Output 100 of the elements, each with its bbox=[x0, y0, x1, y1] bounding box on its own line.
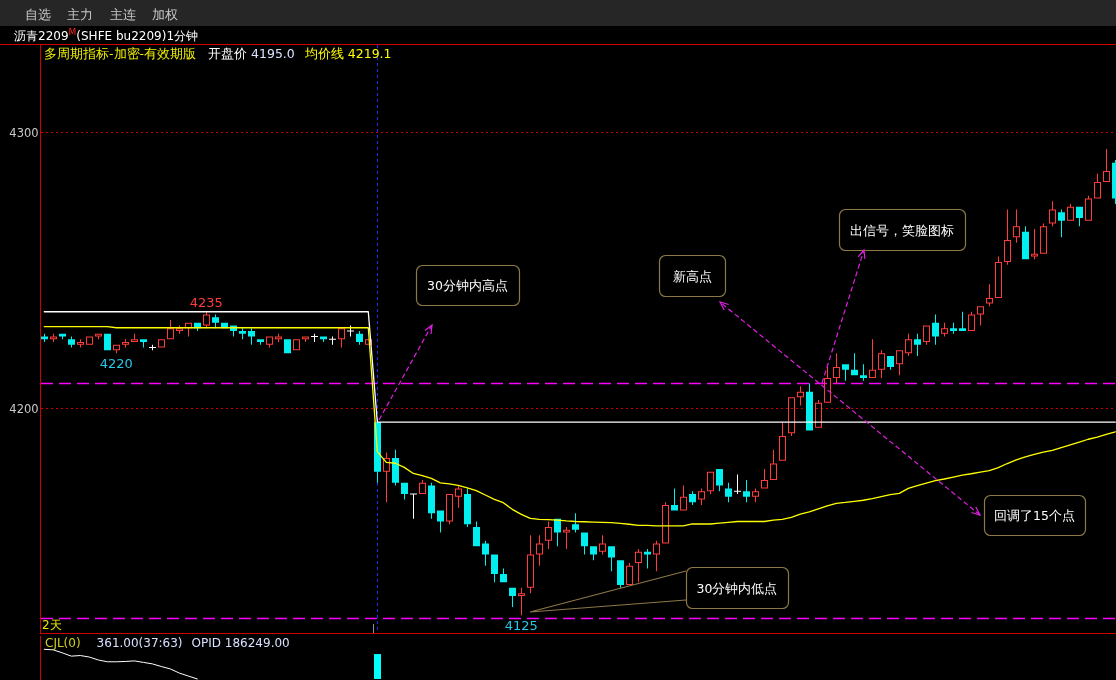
candlestick bbox=[824, 366, 831, 403]
candlestick bbox=[986, 284, 993, 307]
candlestick bbox=[572, 513, 579, 533]
annotation: 出信号，笑脸图标 bbox=[850, 222, 954, 238]
annotation: 4125 bbox=[504, 618, 538, 634]
candlestick bbox=[563, 527, 570, 550]
candlestick bbox=[761, 469, 768, 489]
text: 主连 bbox=[110, 7, 136, 22]
candlestick bbox=[122, 339, 129, 348]
candlestick bbox=[275, 333, 282, 343]
candlestick bbox=[788, 397, 795, 436]
candlestick bbox=[1103, 148, 1110, 182]
line-series bbox=[43, 325, 1116, 527]
candlestick bbox=[725, 482, 732, 503]
text: 均价线 bbox=[303, 46, 344, 61]
candlestick bbox=[644, 549, 651, 569]
candlestick bbox=[536, 535, 543, 566]
candlestick bbox=[410, 493, 417, 519]
candlestick bbox=[419, 480, 426, 494]
candlestick bbox=[941, 322, 948, 337]
candlestick bbox=[860, 364, 867, 381]
candlestick bbox=[716, 469, 723, 492]
candlestick bbox=[266, 336, 273, 348]
candlestick bbox=[626, 562, 633, 585]
candlestick bbox=[77, 339, 84, 348]
candlestick bbox=[329, 336, 336, 345]
candlestick bbox=[797, 386, 804, 406]
candlestick bbox=[950, 322, 957, 334]
candlestick bbox=[734, 474, 741, 494]
candlestick bbox=[1094, 173, 1101, 199]
candlestick bbox=[914, 333, 921, 356]
candlestick bbox=[635, 549, 642, 583]
candlestick bbox=[1040, 223, 1047, 254]
candlestick bbox=[698, 488, 705, 505]
candlestick bbox=[977, 306, 984, 326]
candlestick bbox=[518, 587, 525, 616]
candlestick bbox=[455, 485, 462, 508]
candlestick bbox=[68, 336, 75, 348]
candlestick bbox=[167, 320, 174, 340]
annotation: 4220 bbox=[99, 356, 133, 372]
candlestick bbox=[833, 353, 840, 384]
text: 主力 bbox=[67, 7, 93, 22]
candlestick bbox=[113, 344, 120, 354]
candlestick bbox=[527, 535, 534, 594]
candlestick bbox=[257, 339, 264, 345]
candlestick bbox=[1031, 228, 1038, 260]
annotation: 30分钟内低点 bbox=[696, 580, 778, 596]
candlestick bbox=[86, 336, 93, 345]
candlestick bbox=[248, 328, 255, 345]
candlestick bbox=[203, 311, 210, 329]
candlestick bbox=[212, 314, 219, 329]
y-tick-label: 4300 bbox=[9, 125, 39, 140]
candlestick bbox=[1067, 204, 1074, 221]
candlestick bbox=[779, 422, 786, 461]
candlestick bbox=[662, 502, 669, 544]
annotation: 4235 bbox=[189, 294, 223, 310]
candlestick bbox=[959, 311, 966, 332]
candlestick bbox=[1049, 201, 1056, 227]
candlestick bbox=[1004, 209, 1011, 265]
candlestick bbox=[968, 311, 975, 332]
candlestick bbox=[995, 256, 1002, 298]
candlestick bbox=[923, 325, 930, 345]
annotation: 361.00(37:63) bbox=[96, 636, 183, 650]
candlestick bbox=[302, 336, 309, 343]
text: 自选 bbox=[25, 7, 51, 22]
candlestick bbox=[239, 328, 246, 340]
candlestick bbox=[158, 339, 165, 348]
candlestick bbox=[1085, 195, 1092, 221]
candlestick bbox=[680, 485, 687, 511]
chart-title: 沥青2209$^{M}$(SHFE bu2209)1分钟 bbox=[14, 27, 199, 43]
candlestick bbox=[59, 333, 66, 340]
annotation: 2天 bbox=[42, 618, 62, 632]
candlestick bbox=[1013, 209, 1020, 243]
candlestick bbox=[599, 535, 606, 555]
candlestick bbox=[311, 333, 318, 343]
chart-subtitle: 多周期指标-加密-有效期版 bbox=[44, 46, 197, 61]
annotation: 4195.0 bbox=[251, 46, 295, 61]
candlestick bbox=[653, 540, 660, 572]
candlestick bbox=[842, 364, 849, 381]
candlestick bbox=[545, 521, 552, 550]
text: 加权 bbox=[152, 7, 178, 22]
candlestick bbox=[590, 546, 597, 561]
candlestick bbox=[878, 350, 885, 378]
text: 开盘价 bbox=[208, 46, 248, 61]
candlestick bbox=[869, 339, 876, 378]
candlestick bbox=[131, 333, 138, 343]
candlestick bbox=[293, 339, 300, 351]
candlestick bbox=[140, 339, 147, 348]
candlestick bbox=[743, 480, 750, 503]
annotation: 4219.1 bbox=[347, 46, 392, 61]
annotation: 30分钟内高点 bbox=[427, 278, 508, 293]
candlestick bbox=[905, 333, 912, 356]
candlestick bbox=[896, 350, 903, 376]
annotation: 新高点 bbox=[672, 268, 712, 284]
candlestick bbox=[95, 333, 102, 340]
candlestick bbox=[1058, 209, 1065, 238]
annotation: 回调了15个点 bbox=[994, 508, 1075, 523]
candlestick bbox=[338, 328, 345, 348]
candlestick bbox=[437, 510, 444, 533]
chart-title: CJL(0) bbox=[45, 636, 81, 650]
